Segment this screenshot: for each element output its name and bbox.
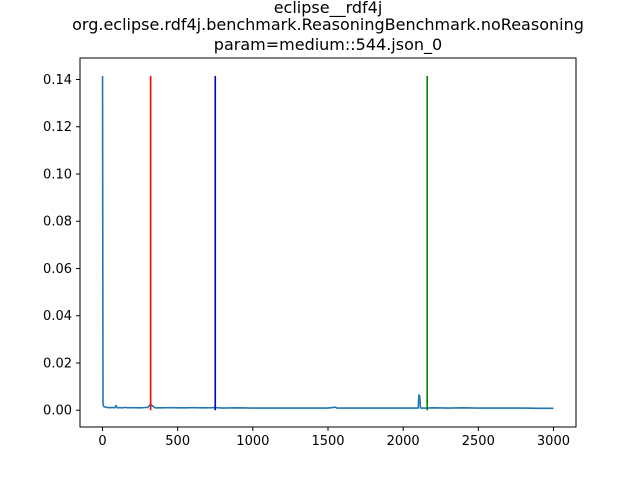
x-tick-label: 2500 [462, 434, 495, 449]
x-tick-label: 3000 [537, 434, 570, 449]
y-tick-label: 0.04 [43, 309, 72, 324]
y-tick-label: 0.10 [43, 167, 72, 182]
y-axis: 0.00 0.02 0.04 0.06 0.08 0.10 0.12 0.14 [43, 73, 80, 419]
chart-title-line: org.eclipse.rdf4j.benchmark.ReasoningBen… [72, 15, 584, 34]
x-tick-label: 1500 [311, 434, 344, 449]
x-tick-label: 500 [165, 434, 190, 449]
chart-title-line: param=medium::544.json_0 [214, 35, 442, 55]
y-tick-label: 0.12 [43, 120, 72, 135]
x-tick-label: 2000 [387, 434, 420, 449]
x-tick-label: 1000 [236, 434, 269, 449]
chart-title-line: eclipse__rdf4j [274, 0, 383, 18]
series-line [101, 75, 554, 410]
x-axis: 0 500 1000 1500 2000 2500 3000 [98, 427, 570, 449]
plot-area [101, 75, 554, 411]
x-tick-label: 0 [98, 434, 106, 449]
y-tick-label: 0.02 [43, 356, 72, 371]
axes-frame [79, 57, 577, 428]
y-tick-label: 0.08 [43, 215, 72, 230]
y-tick-label: 0.00 [43, 404, 72, 419]
chart-title: eclipse__rdf4jorg.eclipse.rdf4j.benchmar… [72, 0, 584, 55]
y-tick-label: 0.06 [43, 262, 72, 277]
y-tick-label: 0.14 [43, 73, 72, 88]
